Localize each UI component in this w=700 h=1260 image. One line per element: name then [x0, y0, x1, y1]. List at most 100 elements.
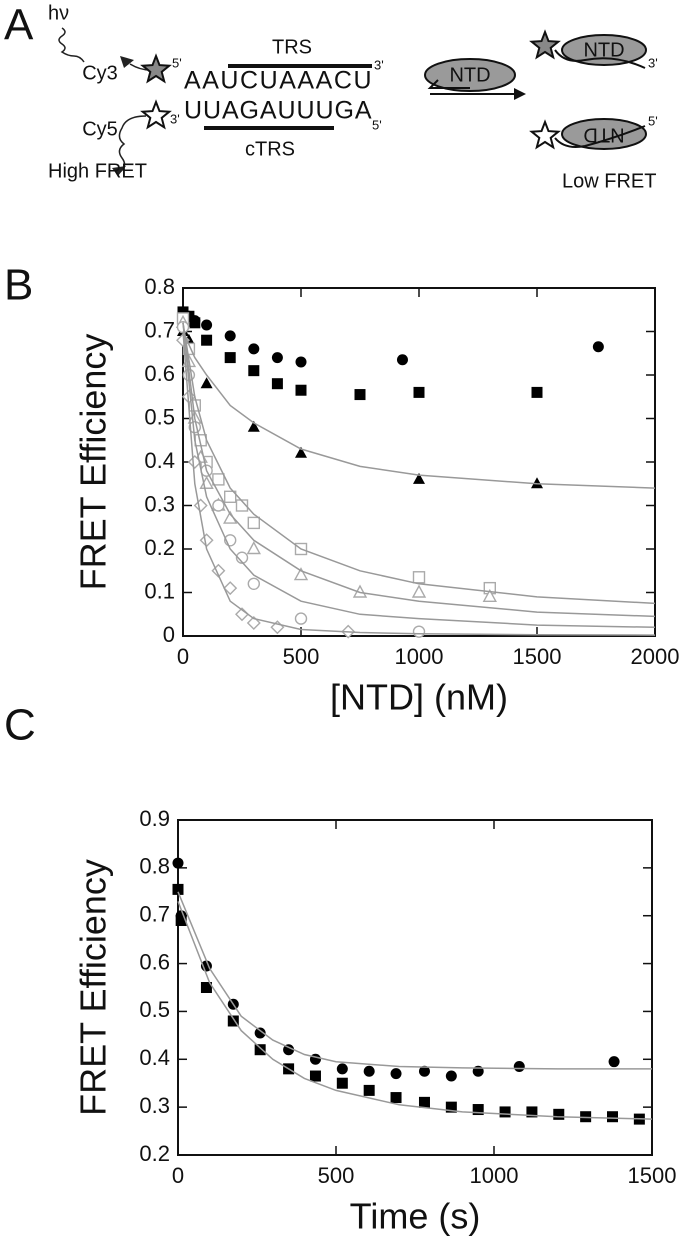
- point: [363, 1065, 375, 1077]
- x-axis-title: [NTD] (nM): [330, 677, 508, 718]
- y-tick-label: 0.7: [144, 317, 175, 342]
- point: [482, 588, 497, 603]
- point: [413, 386, 425, 398]
- point: [224, 330, 236, 342]
- x-tick-label: 1500: [628, 1163, 677, 1188]
- x-tick-label: 2000: [631, 644, 680, 669]
- protein: [561, 34, 647, 66]
- point: [189, 317, 201, 329]
- strand: [554, 49, 646, 69]
- point: [294, 612, 308, 625]
- panel-label: C: [4, 701, 36, 750]
- point: [445, 1070, 457, 1082]
- point: [254, 1027, 266, 1039]
- point: [607, 1111, 618, 1123]
- point: [531, 477, 543, 489]
- point: [212, 499, 225, 512]
- point: [553, 1108, 565, 1120]
- point: [413, 472, 425, 484]
- state-label: High FRET: [48, 160, 147, 182]
- arrowhead: [120, 56, 134, 68]
- photon-label: hν: [48, 2, 69, 24]
- point: [513, 1060, 525, 1072]
- y-tick-label: 0.3: [139, 1093, 170, 1118]
- point: [235, 551, 249, 564]
- protein: [561, 118, 647, 150]
- point: [390, 1092, 402, 1104]
- motif-label: cTRS: [245, 138, 295, 160]
- point: [271, 378, 283, 390]
- y-tick-label: 0.9: [139, 806, 170, 831]
- y-tick-label: 0.2: [144, 535, 175, 560]
- point: [472, 1104, 484, 1116]
- point: [247, 577, 261, 590]
- point: [177, 306, 189, 318]
- protein-label: NTD: [583, 39, 624, 61]
- point: [354, 389, 366, 401]
- fluorophore: [529, 119, 561, 150]
- point: [396, 354, 408, 366]
- point: [526, 1106, 538, 1118]
- point: [212, 473, 225, 486]
- y-tick-label: 0.2: [139, 1141, 170, 1166]
- y-axis-title: FRET Efficiency: [73, 334, 114, 591]
- chart: 0.2 0.3 0.4 0.5 0.6 0.7 0.8 0.9 0 500 1000 1500 Time…: [73, 806, 677, 1237]
- point: [295, 356, 307, 368]
- point: [295, 446, 307, 458]
- end-label: 5': [172, 55, 182, 70]
- chart: 0 0.1 0.2 0.3 0.4 0.5 0.6 0.7 0.8 0 500 1000 1500 200…: [73, 274, 680, 718]
- fit-curve: [182, 331, 656, 489]
- point: [271, 352, 283, 364]
- point: [418, 1096, 430, 1108]
- point: [309, 1070, 321, 1082]
- point: [293, 567, 309, 581]
- fit-curve: [182, 322, 656, 618]
- point: [223, 490, 237, 503]
- point: [418, 1065, 430, 1077]
- point: [248, 365, 260, 377]
- end-label: 3': [170, 111, 180, 126]
- point: [608, 1056, 620, 1068]
- point: [200, 982, 212, 993]
- point: [363, 1084, 375, 1096]
- fit-curve: [182, 322, 656, 605]
- point: [200, 377, 213, 389]
- point: [499, 1106, 511, 1118]
- x-tick-label: 0: [177, 644, 189, 669]
- fluorophore: [140, 53, 172, 84]
- point: [172, 857, 184, 869]
- end-label: 5': [648, 113, 658, 128]
- point: [224, 352, 236, 364]
- point: [531, 386, 543, 398]
- y-axis-title: FRET Efficiency: [73, 859, 114, 1116]
- x-tick-label: 1000: [470, 1163, 519, 1188]
- point: [336, 1063, 348, 1075]
- y-tick-label: 0.4: [144, 448, 175, 473]
- point: [172, 883, 184, 895]
- point: [247, 420, 260, 432]
- arrowhead: [112, 166, 126, 176]
- acceptor-label: Cy5: [82, 118, 118, 140]
- fluorophore: [529, 29, 561, 60]
- y-tick-label: 0.6: [144, 361, 175, 386]
- end-label: 3': [648, 55, 658, 70]
- y-tick-label: 0.8: [144, 274, 175, 299]
- point: [254, 1044, 266, 1056]
- point: [175, 915, 187, 926]
- y-tick-label: 0.7: [139, 902, 170, 927]
- x-tick-label: 1000: [395, 644, 444, 669]
- point: [227, 1015, 239, 1027]
- x-tick-label: 500: [318, 1163, 355, 1188]
- y-tick-label: 0.5: [144, 404, 175, 429]
- point: [223, 581, 238, 596]
- fit-curve: [182, 322, 656, 629]
- end-label: 3': [374, 57, 384, 72]
- y-tick-label: 0.6: [139, 949, 170, 974]
- fit-curve: [177, 891, 652, 1070]
- schematic: hν Cy3 Cy5 High FRET 5' 3' AAUCUAAACU UU…: [48, 2, 658, 192]
- point: [412, 571, 426, 584]
- protein: [424, 58, 516, 92]
- point: [199, 533, 214, 548]
